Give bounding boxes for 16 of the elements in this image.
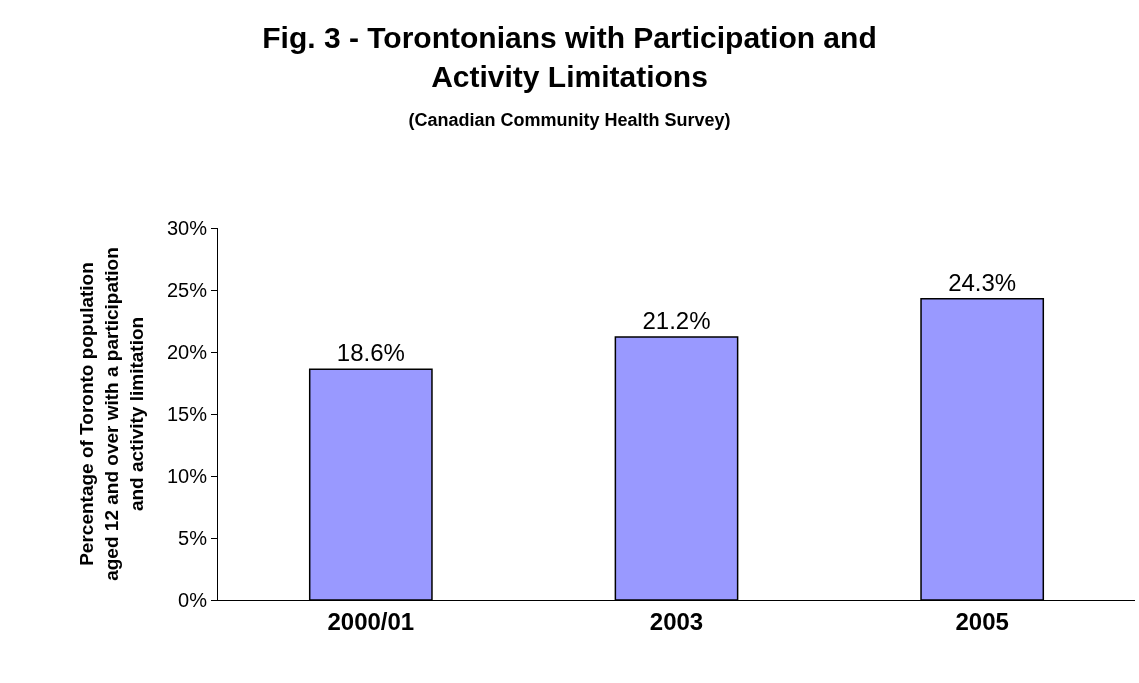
data-label: 24.3%: [948, 268, 1017, 296]
x-tick-label: 2005: [955, 607, 1009, 635]
data-label: 18.6%: [336, 339, 405, 367]
y-tick-label: 15%: [166, 403, 208, 425]
y-tick-label: 20%: [166, 341, 208, 363]
chart-subtitle: (Canadian Community Health Survey): [408, 109, 731, 130]
x-tick-label: 2003: [649, 607, 704, 635]
y-tick-label: 0%: [178, 589, 208, 611]
y-tick-label: 10%: [166, 465, 208, 487]
y-axis-title: Percentage of Toronto population aged 12 and over with a participation and activity limitation: [76, 247, 147, 581]
y-tick-label: 5%: [178, 527, 208, 549]
x-tick-label: 2000/01: [327, 607, 415, 635]
chart-title: Fig. 3 - Torontonians with Participation and Activity Limitations: [262, 20, 877, 93]
y-tick-label: 25%: [166, 279, 208, 301]
y-tick-label: 30%: [166, 217, 208, 239]
data-label: 21.2%: [642, 307, 711, 335]
